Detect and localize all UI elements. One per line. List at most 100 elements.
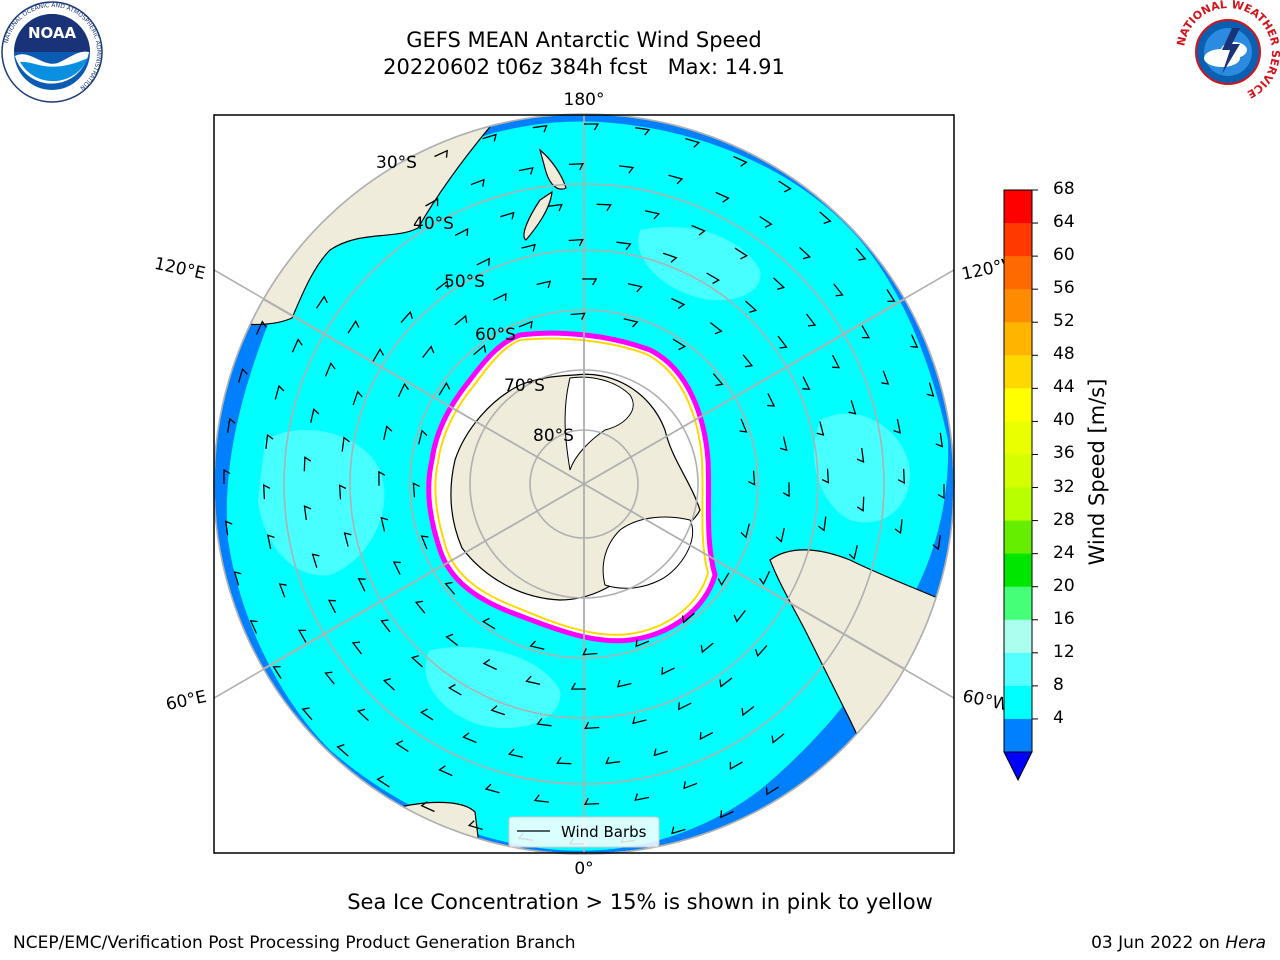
wind-barb	[518, 166, 534, 175]
wind-barb	[336, 743, 349, 757]
colorbar-segment	[1004, 289, 1032, 323]
lat-label-30s: 30°S	[376, 153, 417, 173]
colorbar-tick-label: 16	[1053, 608, 1075, 629]
wind-barb	[533, 794, 549, 803]
wind-barb	[297, 629, 307, 643]
wind-barb	[380, 516, 389, 532]
wind-barb	[699, 732, 714, 741]
wind-barb	[683, 781, 698, 790]
wind-barb	[848, 400, 857, 415]
wind-barb	[343, 532, 352, 547]
wind-barb	[681, 612, 695, 624]
wind-barb	[227, 417, 236, 433]
wind-barb	[518, 320, 533, 329]
lon-label-0: 0°	[574, 859, 593, 879]
wind-barb	[759, 215, 773, 228]
wind-barb	[932, 535, 941, 551]
wind-barb	[709, 322, 723, 335]
wind-barb	[855, 247, 867, 261]
footer-date: 03 Jun 2022 on	[1091, 933, 1226, 953]
wind-barb	[310, 407, 320, 424]
colorbar-segment	[1004, 586, 1032, 621]
wind-barb	[584, 797, 600, 806]
wind-barb	[635, 639, 650, 648]
colorbar-tick-label: 24	[1053, 542, 1075, 563]
noaa-logo-text: NOAA	[28, 24, 77, 42]
wind-barb	[596, 203, 612, 212]
wind-barb	[771, 733, 785, 744]
colorbar-border	[1003, 189, 1033, 753]
lon-label-180: 180°	[564, 90, 605, 110]
wind-barb	[444, 581, 456, 595]
wind-barb	[582, 278, 598, 286]
wind-barb	[303, 505, 312, 521]
wind-barb	[376, 775, 390, 788]
wind-barb	[677, 702, 692, 711]
wind-barb	[742, 354, 754, 368]
new-zealand-land	[523, 190, 553, 241]
wind-barb	[671, 297, 686, 310]
wind-barb	[717, 572, 730, 587]
wind-barb	[712, 373, 724, 387]
wind-barb	[821, 468, 830, 484]
wind-barb	[894, 519, 903, 535]
wind-barb	[832, 354, 841, 369]
wind-barb	[467, 820, 483, 831]
wind-barb	[547, 203, 563, 212]
wind-barb	[734, 247, 749, 260]
legend: Wind Barbs	[508, 816, 660, 848]
colorbar-tick-label: 52	[1053, 311, 1075, 332]
wind-barb	[400, 310, 414, 324]
wind-barb	[798, 246, 811, 260]
wind-barb	[848, 544, 858, 561]
wind-barb	[341, 436, 350, 452]
colorbar-segment	[1004, 322, 1032, 356]
wind-barb	[493, 292, 507, 301]
wind-barb	[536, 280, 552, 289]
wind-barb	[378, 470, 386, 486]
wind-barb	[490, 705, 506, 716]
wind-barb	[668, 174, 684, 185]
wind-barb	[570, 682, 586, 690]
map-frame	[213, 114, 955, 854]
colorbar	[1003, 189, 1038, 782]
lat-label-50s: 50°S	[444, 272, 485, 292]
footer-right: 03 Jun 2022 on Hera	[1091, 933, 1266, 953]
colorbar-title: Wind Speed [m/s]	[1085, 378, 1109, 566]
wind-barb	[352, 390, 363, 406]
wind-barb	[301, 707, 313, 721]
colorbar-tick-label: 64	[1053, 212, 1075, 233]
wind-barb	[632, 716, 647, 725]
lon-label-60e: 60°E	[164, 687, 208, 715]
colorbar-tick-label: 68	[1053, 179, 1075, 199]
wind-barb	[740, 523, 750, 539]
wind-barb	[419, 708, 434, 721]
ocean-high-wind-patch	[814, 413, 911, 523]
wind-barb	[644, 210, 661, 220]
wind-barb	[473, 344, 487, 356]
wind-barb	[482, 133, 497, 142]
noaa-logo: NATIONAL OCEANIC AND ATMOSPHERIC ADMINIS…	[1, 1, 103, 103]
wind-barb	[748, 470, 756, 486]
wind-barb	[265, 433, 274, 449]
wind-barb	[616, 241, 632, 250]
wind-barb	[237, 367, 248, 383]
wind-barb	[700, 642, 714, 654]
wind-barb	[634, 793, 650, 802]
wind-barb	[454, 314, 468, 326]
new-zealand-land	[538, 148, 567, 190]
wind-barb	[733, 609, 746, 623]
legend-label: Wind Barbs	[561, 823, 647, 841]
wind-barb	[383, 425, 393, 441]
weddell-ice-shelf	[602, 516, 694, 589]
wind-barb	[653, 748, 668, 757]
wind-barb	[856, 496, 865, 512]
graticule-outer	[214, 115, 954, 853]
wind-barb	[324, 671, 335, 685]
wind-barb	[470, 178, 485, 187]
wind-barb	[893, 418, 902, 434]
wind-barb	[272, 665, 282, 679]
wind-barb	[529, 640, 545, 650]
lat-label-70s: 70°S	[504, 376, 545, 396]
